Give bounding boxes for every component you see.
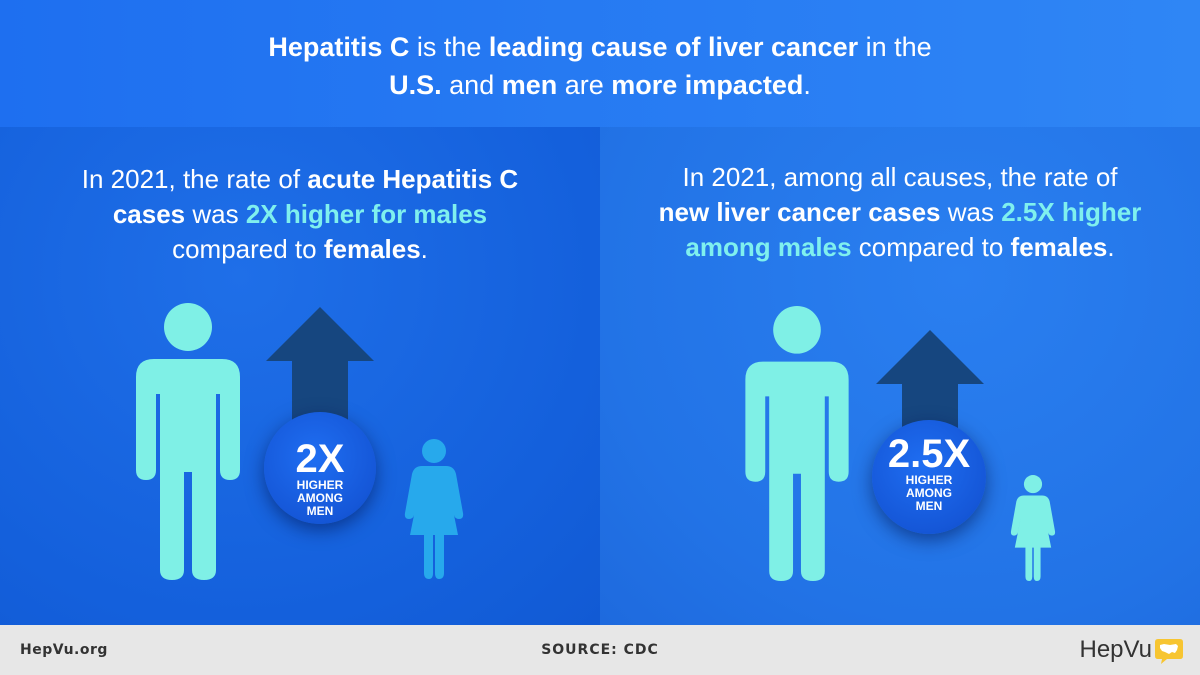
- male-figure-icon: [745, 305, 849, 581]
- site-link[interactable]: HepVu.org: [20, 642, 108, 658]
- headline-segment: more impacted: [611, 70, 804, 100]
- statement-segment: .: [1107, 232, 1115, 262]
- statement-segment: In 2021, among all causes, the rate of: [682, 162, 1118, 192]
- headline-segment: U.S.: [389, 70, 442, 100]
- rate-badge: 2.5X HIGHER AMONG MEN: [872, 420, 986, 534]
- headline-banner: Hepatitis C is the leading cause of live…: [0, 0, 1200, 127]
- source-credit: SOURCE: CDC: [541, 642, 659, 658]
- badge-value: 2.5X: [887, 432, 971, 476]
- us-map-speech-icon: [1155, 639, 1183, 664]
- female-figure-icon: [404, 439, 464, 579]
- statement-line: In 2021, the rate of acute Hepatitis C: [0, 162, 600, 197]
- statement-line: compared to females.: [0, 232, 600, 267]
- brand-logo-text: HepVu: [1079, 636, 1153, 663]
- headline-segment: .: [803, 70, 811, 100]
- headline-segment: leading cause of liver cancer: [488, 32, 859, 62]
- headline-line-1: Hepatitis C is the leading cause of live…: [0, 28, 1200, 66]
- badge-label: MEN: [915, 499, 943, 513]
- headline-segment: is the: [409, 32, 489, 62]
- headline-segment: in the: [858, 32, 932, 62]
- statement-segment: females: [323, 234, 421, 264]
- statement-segment: cases: [112, 199, 186, 229]
- hepatitis-c-statement: In 2021, the rate of acute Hepatitis C c…: [0, 162, 600, 267]
- statement-segment: compared to: [851, 232, 1011, 262]
- headline-segment: Hepatitis C: [268, 32, 410, 62]
- male-figure-icon: [136, 303, 240, 580]
- statement-segment: compared to: [172, 234, 324, 264]
- statement-segment: females: [1010, 232, 1108, 262]
- statement-highlight: 2X higher for males: [245, 199, 488, 229]
- statement-segment: was: [940, 197, 1002, 227]
- statement-highlight: among males: [685, 232, 852, 262]
- badge-label: MEN: [306, 504, 334, 518]
- badge-label: HIGHER: [296, 478, 344, 492]
- liver-cancer-statement: In 2021, among all causes, the rate of n…: [600, 160, 1200, 265]
- statement-line: In 2021, among all causes, the rate of: [600, 160, 1200, 195]
- badge-label: HIGHER: [905, 473, 953, 487]
- footer-bar: HepVu.org SOURCE: CDC HepVu: [0, 625, 1200, 675]
- statement-segment: In 2021, the rate of: [81, 164, 308, 194]
- badge-value: 2X: [295, 437, 345, 481]
- statement-segment: .: [420, 234, 428, 264]
- hepatitis-c-panel: In 2021, the rate of acute Hepatitis C c…: [0, 127, 600, 625]
- statement-line: among males compared to females.: [600, 230, 1200, 265]
- statement-segment: was: [185, 199, 246, 229]
- badge-label: AMONG: [906, 486, 952, 500]
- statement-segment: acute Hepatitis C: [307, 164, 519, 194]
- up-arrow-icon: [266, 307, 374, 447]
- headline-line-2: U.S. and men are more impacted.: [0, 66, 1200, 104]
- liver-cancer-panel: In 2021, among all causes, the rate of n…: [600, 127, 1200, 625]
- headline-segment: and: [441, 70, 502, 100]
- statement-line: cases was 2X higher for males: [0, 197, 600, 232]
- statement-highlight: 2.5X higher: [1001, 197, 1142, 227]
- female-figure-icon: [1010, 475, 1056, 581]
- statement-segment: new liver cancer cases: [658, 197, 941, 227]
- badge-label: AMONG: [297, 491, 343, 505]
- headline-segment: men: [501, 70, 558, 100]
- rate-badge: 2X HIGHER AMONG MEN: [264, 412, 376, 524]
- up-arrow-icon: [876, 330, 984, 450]
- headline-segment: are: [557, 70, 612, 100]
- statement-line: new liver cancer cases was 2.5X higher: [600, 195, 1200, 230]
